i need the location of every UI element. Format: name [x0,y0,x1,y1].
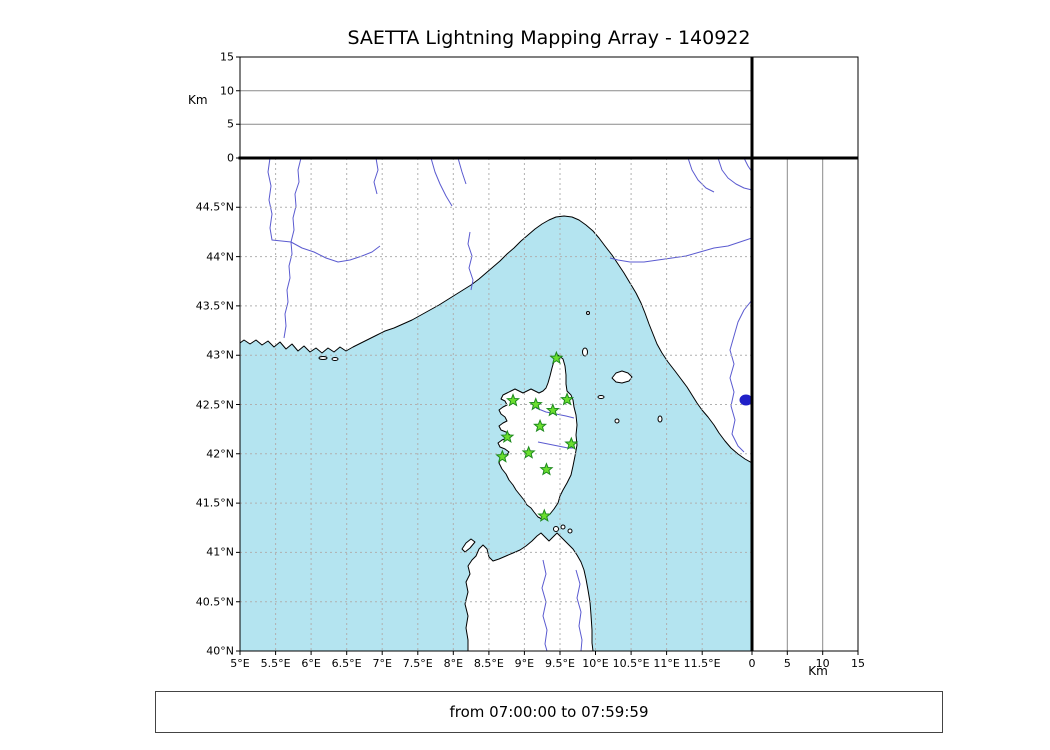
capraia-island [582,347,588,357]
latitude-ticks [236,206,240,652]
right-altitude-panel [751,158,859,655]
top-panel-ticks [236,56,240,159]
lat-tick-label: 41°N [206,545,234,559]
sardinia-coastline [464,532,594,651]
maddalena-island [560,524,566,530]
top-altitude-panel [236,56,752,159]
histogram-panel [752,57,858,158]
station-marker [545,403,560,417]
lat-tick-label: 44.5°N [195,200,234,214]
stations-group [495,350,579,522]
station-marker [500,429,515,443]
alt-tick-label: 10 [815,657,830,670]
lon-tick-label: 9.5°E [544,657,575,670]
alt-tick-label: 5 [783,657,791,670]
longitude-ticks [239,651,703,655]
lat-tick-label: 42.5°N [195,398,234,411]
maddalena-island [567,528,573,534]
lat-tick-label: 40°N [206,644,234,658]
time-range-text: from 07:00:00 to 07:59:59 [449,703,649,721]
top-panel-gridlines [240,90,752,125]
station-marker [521,445,536,459]
maddalena-island [553,526,559,532]
lon-tick-label: 8.5°E [473,657,504,670]
gorgona-island [586,311,590,315]
alt-tick-label: 15 [851,657,865,670]
giglio-island [657,415,663,423]
lon-tick-label: 6.5°E [331,657,362,670]
parallels [240,206,752,603]
lon-tick-label: 10.5°E [612,657,650,670]
montecristo-island [614,418,620,424]
alt-tick-label: 5 [227,117,234,131]
lat-tick-label: 43°N [206,348,234,362]
lake-marker [739,394,752,406]
station-marker [533,418,548,433]
station-marker [560,392,575,406]
lon-tick-label: 11.5°E [683,657,721,670]
alt-tick-label: 15 [220,50,234,64]
lat-tick-label: 41.5°N [195,496,234,510]
map-panel [240,158,752,651]
station-marker [549,350,564,365]
lon-tick-label: 8°E [443,657,464,670]
station-marker [564,436,579,450]
elba-island [611,370,633,384]
alt-tick-label: 0 [748,657,756,670]
lon-tick-label: 7.5°E [402,657,433,670]
time-range-box: from 07:00:00 to 07:59:59 [155,691,943,733]
lat-tick-label: 44°N [206,250,234,264]
right-panel-ticks [751,651,859,655]
page-title: SAETTA Lightning Mapping Array - 140922 [347,27,751,49]
hyeres-island [331,357,339,361]
station-marker [495,449,510,463]
lon-tick-label: 5°E [230,657,250,670]
lat-tick-label: 40.5°N [195,595,234,609]
lon-tick-label: 10°E [582,657,609,670]
right-panel-gridlines [786,158,824,651]
station-marker [506,393,521,407]
top-axis-km-label: Km [188,93,208,107]
lon-tick-label: 9°E [514,657,535,670]
station-marker [528,397,543,411]
station-marker [539,462,554,476]
alt-tick-label: 10 [220,84,234,98]
lon-tick-label: 6°E [301,657,321,670]
lon-tick-label: 5.5°E [260,657,291,670]
right-axis-km-label: Km [808,664,828,678]
mainland-coastline [240,158,752,464]
lat-tick-label: 43.5°N [195,299,234,313]
lat-tick-label: 42°N [206,447,234,461]
lon-tick-label: 11°E [653,657,680,670]
lon-tick-label: 7°E [372,657,392,670]
pianosa-island [597,395,605,399]
station-marker [537,508,552,522]
alt-tick-label: 0 [227,151,234,165]
hyeres-island [318,356,328,360]
graticule-group [240,158,752,651]
